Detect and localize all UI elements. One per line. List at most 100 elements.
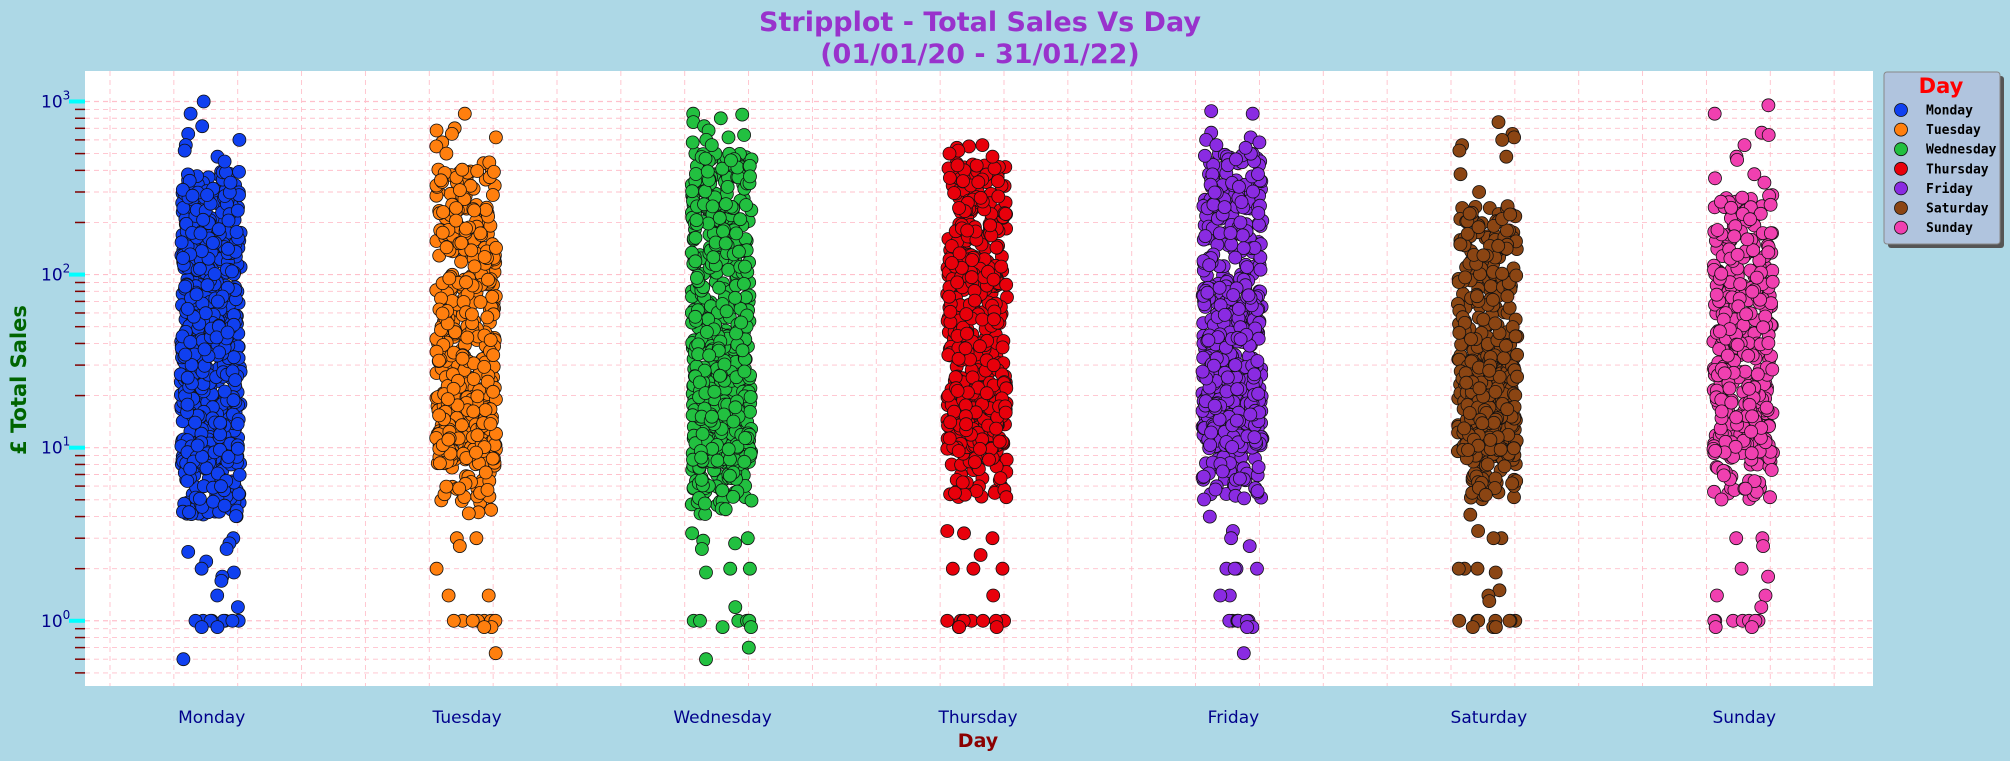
data-point (1206, 197, 1221, 212)
data-point (1461, 443, 1475, 457)
data-point (1763, 490, 1777, 505)
data-point (740, 531, 755, 546)
data-point (214, 479, 228, 494)
data-point (1208, 482, 1223, 497)
x-axis: Monday Tuesday Wednesday Thursday Friday Satu… (178, 708, 1776, 728)
data-point (226, 565, 241, 580)
data-point (733, 212, 748, 227)
data-point (1240, 620, 1254, 634)
data-point (950, 383, 965, 398)
data-point (1745, 620, 1759, 634)
data-point (178, 279, 193, 294)
data-point (1452, 325, 1467, 340)
data-point (967, 293, 982, 308)
data-point (1452, 143, 1467, 158)
legend-marker (1894, 142, 1908, 157)
data-point (964, 270, 979, 285)
data-point (469, 445, 483, 460)
data-point (943, 415, 958, 430)
data-point (1202, 258, 1217, 273)
data-point (1488, 565, 1503, 580)
data-point (734, 315, 748, 330)
data-point (728, 400, 743, 415)
data-point (1714, 492, 1729, 507)
data-point (952, 620, 967, 634)
data-point (1204, 104, 1219, 118)
data-point (464, 307, 479, 322)
data-point (1196, 469, 1211, 484)
data-point (707, 384, 722, 399)
data-point (439, 146, 454, 161)
data-point (1242, 539, 1257, 553)
data-point (180, 301, 195, 316)
data-point (1486, 531, 1501, 546)
data-point (459, 221, 473, 236)
legend-label: Wednesday (1926, 143, 1997, 158)
data-point (942, 289, 956, 304)
data-point (478, 202, 493, 217)
data-point (454, 235, 469, 250)
data-point (196, 212, 211, 227)
data-point (1201, 333, 1216, 348)
data-point (230, 600, 245, 614)
data-point (1480, 457, 1495, 472)
data-point (221, 241, 235, 256)
data-point (1505, 476, 1519, 491)
data-point (1750, 270, 1764, 285)
data-point (1457, 421, 1471, 436)
data-point (958, 341, 973, 356)
data-point (987, 161, 1002, 176)
data-point (737, 364, 752, 379)
data-point (481, 588, 496, 603)
data-point (229, 509, 243, 523)
data-point (470, 164, 485, 178)
data-point (1452, 613, 1467, 628)
data-point (995, 340, 1010, 355)
data-point (1510, 369, 1524, 384)
data-point (1727, 229, 1742, 244)
data-point (738, 431, 753, 445)
data-point (947, 186, 961, 200)
data-point (715, 620, 730, 634)
data-point (1493, 442, 1508, 457)
data-point (1217, 307, 1232, 322)
data-point (232, 467, 247, 482)
legend-marker (1894, 103, 1908, 117)
data-point (1231, 301, 1246, 316)
data-point (973, 441, 987, 456)
data-point (715, 483, 730, 498)
data-point (985, 531, 1000, 546)
data-point (950, 275, 965, 290)
data-point (1764, 463, 1779, 477)
data-point (1763, 197, 1778, 212)
data-point (488, 130, 503, 145)
data-point (181, 545, 196, 559)
data-point (217, 384, 232, 399)
data-point (1453, 167, 1468, 182)
data-point (1250, 354, 1265, 368)
data-point (1215, 464, 1230, 479)
data-point (1233, 332, 1248, 347)
data-point (1487, 415, 1501, 430)
data-point (1476, 312, 1491, 327)
data-point (1251, 386, 1266, 401)
data-point (1497, 459, 1512, 474)
data-point (454, 418, 469, 433)
data-point (1709, 287, 1724, 302)
data-point (432, 353, 446, 368)
data-point (230, 203, 245, 218)
data-point (1500, 402, 1515, 417)
data-point (705, 409, 719, 424)
data-point (485, 188, 500, 202)
data-point (688, 230, 703, 245)
data-point (1765, 274, 1780, 289)
data-point (488, 646, 503, 661)
data-point (735, 107, 750, 122)
data-point (705, 441, 720, 456)
data-point (1464, 332, 1478, 347)
data-point (1761, 569, 1775, 584)
data-point (446, 613, 461, 628)
data-point (948, 485, 962, 500)
data-point (1227, 561, 1242, 576)
